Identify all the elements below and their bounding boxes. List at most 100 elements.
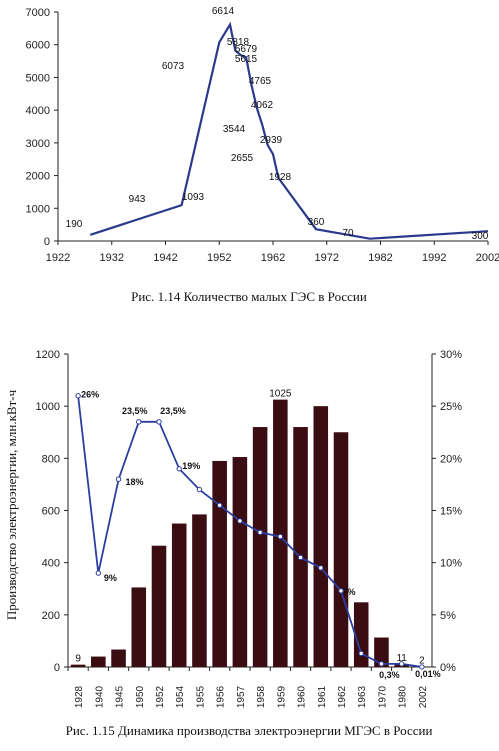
- mhpp-generation-chart: 9 1025 11 2 26% 9% 18% 23,5% 23,5% 19% 7% 0,3% 0,01…: [4, 349, 462, 738]
- c2-y-tick-label: 0: [54, 662, 60, 674]
- c2-x-tick-label: 1952: [155, 685, 166, 708]
- c2-y2-tick-label: 30%: [440, 349, 462, 361]
- c2-pct-marker: [156, 419, 162, 425]
- c2-pct-labels: 26% 9% 18% 23,5% 23,5% 19% 7% 0,3% 0,01%: [81, 390, 441, 680]
- c2-pct-marker: [358, 650, 364, 657]
- c1-y-tick-label: 1000: [26, 203, 50, 215]
- c1-data-label: 6073: [162, 61, 185, 72]
- c1-data-label: 70: [342, 228, 354, 239]
- c2-bar: [212, 460, 227, 667]
- c1-data-label: 2655: [231, 153, 254, 164]
- c2-pct-marker: [95, 570, 102, 576]
- c2-bar: [151, 545, 167, 667]
- c2-pct-marker: [277, 533, 284, 540]
- c2-y-axis-label: Производство электроэнергии, млн.кВт-ч: [4, 389, 19, 620]
- c2-x-tick-label: 1970: [377, 685, 388, 708]
- c2-x-tick-label: 1980: [398, 685, 409, 708]
- c2-y2-tick-label: 25%: [440, 401, 462, 413]
- c1-x-tick-label: 1922: [46, 252, 70, 264]
- c2-pct-label: 18%: [126, 477, 144, 487]
- c2-pct-marker: [75, 393, 81, 399]
- c2-y-tick-label: 800: [42, 453, 60, 465]
- c2-pct-marker: [318, 565, 324, 571]
- c2-pct-marker: [115, 476, 122, 482]
- c2-bar: [273, 399, 288, 667]
- c1-x-tick-label: 1992: [422, 252, 446, 264]
- c2-x-tick-label: 1950: [135, 685, 146, 708]
- c1-data-label: 2939: [260, 135, 283, 146]
- c1-axes: [54, 11, 489, 245]
- c2-pct-label: 23,5%: [160, 406, 186, 416]
- c2-bar: [192, 514, 207, 667]
- c2-pct-marker: [136, 419, 142, 425]
- c2-bar: [91, 656, 106, 667]
- c2-pct-marker: [297, 554, 304, 561]
- c2-bar: [333, 432, 349, 667]
- c2-y2-tick-label: 10%: [440, 558, 462, 570]
- c2-bar-label: 11: [396, 653, 407, 664]
- c2-y-tick-label: 400: [42, 558, 60, 570]
- small-hpp-count-chart: 0 1000 2000 3000 4000 5000 6000 7000 1922 1932 194…: [26, 6, 499, 304]
- c2-caption: Рис. 1.15 Динамика производства электроэ…: [66, 723, 433, 738]
- c1-y-tick-label: 4000: [26, 105, 50, 117]
- c2-x-tick-label: 1940: [94, 685, 105, 708]
- c2-y-tick-label: 200: [42, 610, 60, 622]
- c2-x-tick-label: 1961: [317, 685, 328, 708]
- c2-x-tick-label: 1928: [74, 685, 85, 708]
- c2-bar: [353, 602, 369, 667]
- c2-pct-label: 19%: [182, 461, 200, 471]
- c2-pct-marker: [398, 661, 405, 667]
- c1-y-tick-label: 5000: [26, 72, 50, 84]
- c2-pct-label: 0,01%: [415, 669, 441, 679]
- c1-x-tick-label: 1952: [207, 252, 231, 264]
- c2-x-tick-label: 1955: [195, 685, 206, 708]
- c2-y2-tick-label: 20%: [440, 453, 462, 465]
- c2-pct-marker: [176, 466, 182, 472]
- c2-bar: [252, 427, 268, 667]
- c1-data-label: 4062: [251, 100, 274, 111]
- c2-bar-label: 9: [75, 654, 81, 665]
- c2-pct-markers: [75, 393, 425, 670]
- c2-bar: [232, 457, 248, 667]
- c2-x-tick-label: 1954: [175, 685, 186, 708]
- c1-x-tick-label: 1972: [315, 252, 339, 264]
- c2-bar: [293, 427, 308, 667]
- c1-y-tick-label: 2000: [26, 171, 50, 183]
- c2-x-tick-label: 1960: [297, 685, 308, 708]
- c2-bar-label: 2: [419, 655, 425, 666]
- c1-x-tick-label: 1982: [368, 252, 392, 264]
- c1-data-label: 4765: [249, 76, 272, 87]
- c1-data-label: 1928: [269, 172, 292, 183]
- c2-bar: [374, 637, 389, 667]
- c2-bar: [171, 523, 187, 667]
- c1-data-label: 5818: [227, 37, 250, 48]
- c2-y-tick-label: 1200: [36, 349, 60, 361]
- c1-y-tick-label: 3000: [26, 138, 50, 150]
- c2-x-tick-label: 2002: [418, 685, 429, 708]
- c2-pct-marker: [378, 661, 385, 667]
- c1-data-label: 300: [472, 231, 489, 242]
- c2-x-tick-label: 1945: [115, 685, 126, 708]
- c2-bar-label: 1025: [269, 389, 292, 400]
- c2-pct-marker: [257, 529, 263, 536]
- c2-pct-marker: [237, 518, 243, 524]
- c2-bar: [131, 587, 147, 667]
- c1-x-tick-label: 2002: [476, 252, 499, 264]
- c1-data-label: 943: [129, 194, 146, 205]
- c1-data-label: 190: [66, 219, 83, 230]
- c2-x-tick-label: 1958: [256, 685, 267, 708]
- c1-x-tick-label: 1942: [153, 252, 177, 264]
- c2-pct-label: 0,3%: [379, 670, 400, 680]
- c2-pct-label: 9%: [104, 573, 117, 583]
- c1-data-label: 6614: [212, 6, 235, 17]
- c1-data-label: 1093: [182, 192, 205, 203]
- c1-series-line: [89, 21, 489, 240]
- c2-pct-marker: [196, 486, 203, 493]
- c2-pct-marker: [216, 502, 223, 508]
- c2-axes: [64, 353, 436, 671]
- c2-y-tick-label: 1000: [36, 401, 60, 413]
- c2-y2-tick-label: 5%: [440, 610, 456, 622]
- c2-bar: [111, 649, 126, 667]
- c1-x-tick-label: 1932: [100, 252, 124, 264]
- c1-caption: Рис. 1.14 Количество малых ГЭС в России: [131, 289, 367, 304]
